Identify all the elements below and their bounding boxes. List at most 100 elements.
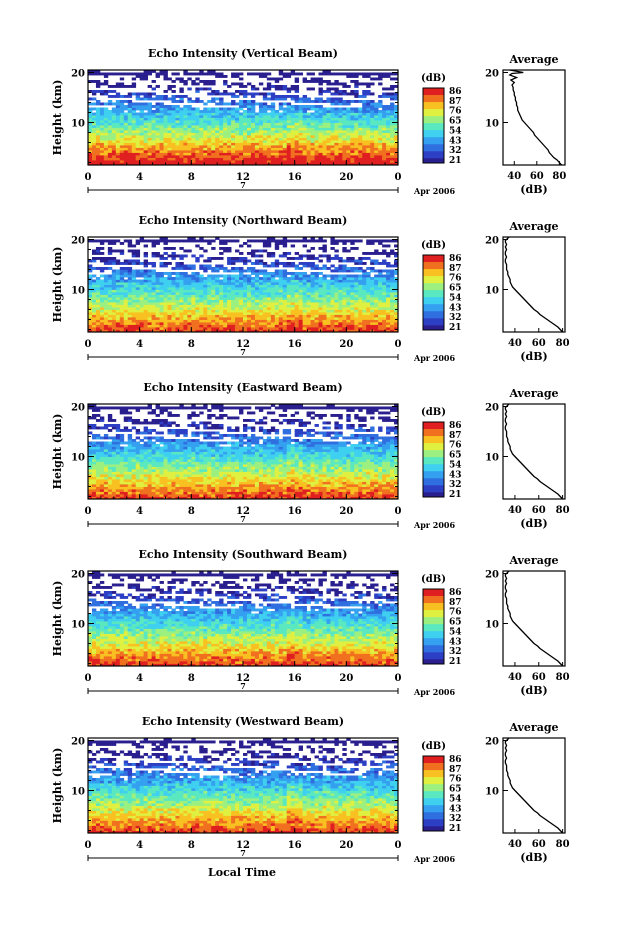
colorbar-segment: [423, 113, 444, 117]
colorbar-segment: [423, 290, 444, 293]
colorbar-segment: [423, 600, 444, 604]
colorbar-segment: [423, 285, 444, 289]
colorbar-segment: [423, 283, 444, 286]
panel-1: Echo Intensity (Northward Beam) Height (k…: [51, 214, 570, 363]
heatmap-image: [88, 237, 398, 332]
colorbar-frame: [422, 421, 445, 498]
panel-3: Echo Intensity (Southward Beam) Height (k…: [51, 548, 570, 697]
colorbar-segment: [423, 292, 444, 296]
colorbar-tick-label: 86: [449, 254, 462, 264]
date-label: Apr 2006: [413, 520, 456, 530]
colorbar-segment: [423, 273, 444, 277]
colorbar-segment: [423, 276, 444, 279]
colorbar-segment: [423, 459, 444, 463]
profile-frame: [502, 69, 566, 166]
colorbar-segment: [423, 301, 444, 305]
colorbar-tick-label: 43: [449, 303, 462, 313]
colorbar-segment: [423, 436, 444, 439]
colorbar-segment: [423, 433, 444, 437]
colorbar-tick-label: 65: [449, 117, 462, 127]
x-tick-label: 16: [288, 506, 302, 517]
panel-title: Echo Intensity (Northward Beam): [139, 214, 348, 227]
profile-x-label: (dB): [520, 517, 547, 530]
profile-x-tick-label: 40: [508, 338, 522, 349]
profile-x-tick-label: 80: [552, 171, 566, 182]
colorbar-segment: [423, 318, 444, 322]
colorbar-tick-label: 21: [449, 657, 462, 667]
colorbar-segment: [423, 151, 444, 155]
profile-y-tick-label: 20: [485, 236, 499, 247]
day-label: 7: [240, 180, 246, 190]
colorbar-segment: [423, 287, 444, 291]
colorbar-segment: [423, 106, 444, 110]
colorbar-segment: [423, 812, 444, 815]
profile-frame: [502, 403, 566, 500]
colorbar-frame: [422, 588, 445, 665]
panel-2: Echo Intensity (Eastward Beam) Height (km…: [51, 381, 570, 530]
colorbar-frame: [422, 755, 445, 832]
panel-0: Echo Intensity (Vertical Beam) Height (km…: [51, 47, 566, 196]
x-tick-label: 0: [395, 840, 402, 851]
colorbar-segment: [423, 591, 444, 595]
y-tick-label: 20: [71, 570, 85, 581]
colorbar-segment: [423, 805, 444, 808]
y-tick-label: 20: [71, 403, 85, 414]
colorbar-tick-label: 32: [449, 480, 462, 490]
colorbar-segment: [423, 494, 444, 498]
colorbar-tick-label: 87: [449, 264, 462, 274]
colorbar-segment: [423, 628, 444, 632]
day-label: 7: [240, 848, 246, 858]
colorbar-segment: [423, 654, 444, 658]
colorbar-segment: [423, 464, 444, 467]
colorbar-segment: [423, 821, 444, 825]
profile-line: [504, 737, 564, 834]
panel-title: Echo Intensity (Southward Beam): [139, 548, 348, 561]
colorbar-segment: [423, 807, 444, 811]
colorbar-tick-label: 76: [449, 608, 462, 618]
colorbar-segment: [423, 798, 444, 801]
colorbar-segment: [423, 322, 444, 326]
x-tick-label: 0: [85, 506, 92, 517]
colorbar-segment: [423, 786, 444, 790]
x-tick-label: 8: [188, 339, 195, 350]
x-tick-label: 0: [395, 172, 402, 183]
y-tick-label: 10: [71, 286, 85, 297]
x-tick-label: 12: [236, 172, 250, 183]
colorbar-segment: [423, 311, 444, 314]
colorbar-segment: [423, 92, 444, 96]
colorbar-segment: [423, 756, 444, 759]
colorbar-segment: [423, 466, 444, 470]
colorbar-segment: [423, 593, 444, 597]
colorbar-segment: [423, 461, 444, 465]
colorbar-segment: [423, 134, 444, 138]
colorbar-segment: [423, 144, 444, 147]
colorbar-segment: [423, 158, 444, 162]
heatmap-image: [88, 738, 398, 833]
profile-y-tick-label: 10: [485, 787, 499, 798]
colorbar-segment: [423, 624, 444, 627]
y-axis-label: Height (km): [51, 414, 64, 490]
y-tick-label: 20: [71, 69, 85, 80]
x-tick-label: 8: [188, 506, 195, 517]
colorbar-segment: [423, 489, 444, 493]
colorbar-tick-label: 43: [449, 470, 462, 480]
day-label: 7: [240, 347, 246, 357]
colorbar-segment: [423, 760, 444, 764]
y-axis-label: Height (km): [51, 748, 64, 824]
colorbar-segment: [423, 649, 444, 653]
colorbar-tick-label: 32: [449, 146, 462, 156]
colorbar-segment: [423, 777, 444, 780]
x-tick-label: 0: [395, 673, 402, 684]
x-tick-label: 16: [288, 840, 302, 851]
colorbar-segment: [423, 315, 444, 319]
profile-x-tick-label: 80: [556, 839, 570, 850]
colorbar-tick-label: 65: [449, 451, 462, 461]
y-tick-label: 10: [71, 620, 85, 631]
date-label: Apr 2006: [413, 353, 456, 363]
colorbar-segment: [423, 633, 444, 637]
profile-x-tick-label: 40: [508, 505, 522, 516]
profile-x-tick-label: 60: [532, 505, 546, 516]
x-tick-label: 0: [85, 840, 92, 851]
profile-x-label: (dB): [520, 684, 547, 697]
